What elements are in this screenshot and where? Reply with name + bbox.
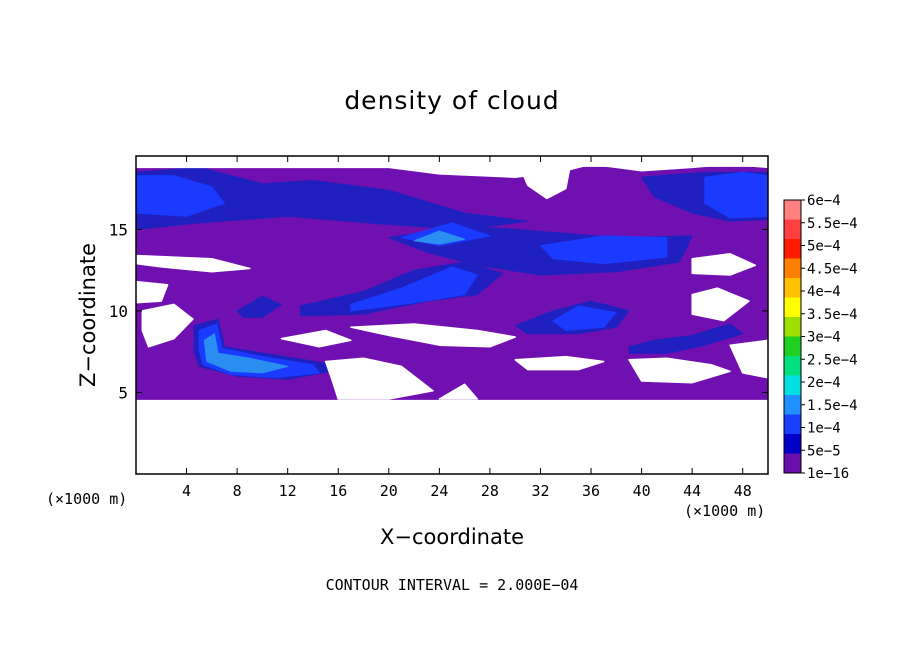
colorbar-label: 1.5e−4 bbox=[807, 398, 858, 414]
colorbar-swatch-3 bbox=[784, 258, 801, 279]
colorbar-swatch-6 bbox=[784, 317, 801, 337]
colorbar-label: 6e−4 bbox=[807, 193, 841, 209]
x-tick-label: 28 bbox=[481, 482, 499, 500]
colorbar-swatch-9 bbox=[784, 375, 801, 396]
y-tick-label: 15 bbox=[109, 220, 128, 239]
x-tick-label: 20 bbox=[380, 482, 398, 500]
x-tick-label: 24 bbox=[430, 482, 448, 500]
colorbar-swatch-1 bbox=[784, 219, 801, 240]
x-tick-label: 16 bbox=[329, 482, 347, 500]
colorbar-label: 1e−16 bbox=[807, 466, 849, 482]
colorbar-swatch-2 bbox=[784, 239, 801, 259]
contour-region-1 bbox=[136, 166, 529, 230]
colorbar-label: 3.5e−4 bbox=[807, 307, 858, 323]
contour-region-17 bbox=[413, 230, 466, 245]
contour-region-7 bbox=[540, 235, 668, 265]
contour-region-16 bbox=[203, 333, 289, 374]
colorbar-label: 5e−5 bbox=[807, 443, 841, 459]
contour-region-10 bbox=[236, 295, 282, 318]
colorbar-label: 5.5e−4 bbox=[807, 216, 858, 232]
no-cloud-gap-14 bbox=[729, 339, 768, 379]
colorbar: 6e−4 5.5e−4 5e−4 4.5e−4 4e−4 3.5e−4 3e−4 2.5e−4… bbox=[783, 193, 858, 482]
colorbar-label: 4.5e−4 bbox=[807, 261, 858, 277]
contour-region-13 bbox=[628, 323, 744, 354]
no-cloud-gap-5 bbox=[141, 303, 194, 348]
colorbar-swatch-0 bbox=[784, 200, 801, 220]
x-unit-label-right: (×1000 m) bbox=[684, 502, 766, 520]
contour-region-3 bbox=[136, 175, 225, 217]
colorbar-swatch-7 bbox=[784, 336, 801, 357]
contour-region-9 bbox=[350, 266, 478, 312]
contour-region-12 bbox=[552, 305, 617, 331]
x-tick-label: 44 bbox=[683, 482, 701, 500]
no-cloud-gap-9 bbox=[438, 383, 479, 400]
contour-interval-note: CONTOUR INTERVAL = 2.000E−04 bbox=[325, 576, 579, 594]
colorbar-swatch-5 bbox=[784, 297, 801, 318]
no-cloud-gap-7 bbox=[350, 323, 516, 348]
colorbar-swatch-4 bbox=[784, 278, 801, 298]
no-cloud-gap-3 bbox=[136, 254, 251, 273]
colorbar-swatch-12 bbox=[784, 434, 801, 454]
no-cloud-gap-6 bbox=[280, 329, 352, 348]
no-cloud-gap-2 bbox=[514, 156, 573, 200]
no-cloud-gap-10 bbox=[514, 355, 605, 371]
colorbar-swatch-13 bbox=[784, 453, 801, 474]
x-tick-label: 32 bbox=[531, 482, 549, 500]
x-tick-label: 40 bbox=[633, 482, 651, 500]
colorbar-label: 4e−4 bbox=[807, 284, 841, 300]
x-tick-label: 36 bbox=[582, 482, 600, 500]
x-tick-label: 4 bbox=[182, 482, 191, 500]
y-tick-label: 5 bbox=[118, 383, 128, 402]
no-cloud-gap-4 bbox=[136, 280, 169, 304]
colorbar-swatch-10 bbox=[784, 395, 801, 415]
x-tick-label: 48 bbox=[734, 482, 752, 500]
no-cloud-gap-13 bbox=[628, 357, 731, 384]
colorbar-label: 5e−4 bbox=[807, 239, 841, 255]
x-unit-label-left: (×1000 m) bbox=[46, 490, 128, 508]
x-tick-label: 8 bbox=[233, 482, 242, 500]
contour-field bbox=[136, 156, 768, 474]
contour-region-4 bbox=[704, 171, 768, 219]
colorbar-label: 2.5e−4 bbox=[807, 352, 858, 368]
plot-frame bbox=[135, 155, 769, 475]
no-cloud-gap-0 bbox=[136, 399, 768, 474]
colorbar-label: 3e−4 bbox=[807, 330, 841, 346]
colorbar-label: 2e−4 bbox=[807, 375, 841, 391]
chart-title: density of cloud bbox=[344, 86, 560, 115]
no-cloud-gap-11 bbox=[691, 253, 757, 276]
x-tick-label: 12 bbox=[279, 482, 297, 500]
colorbar-swatch-11 bbox=[784, 414, 801, 435]
x-axis-label: X−coordinate bbox=[380, 525, 524, 549]
no-cloud-gap-1 bbox=[136, 156, 768, 178]
no-cloud-gap-8 bbox=[324, 357, 434, 400]
no-cloud-gap-12 bbox=[691, 287, 750, 322]
colorbar-label: 1e−4 bbox=[807, 421, 841, 437]
colorbar-swatch-8 bbox=[784, 356, 801, 376]
y-tick-label: 10 bbox=[109, 302, 128, 321]
